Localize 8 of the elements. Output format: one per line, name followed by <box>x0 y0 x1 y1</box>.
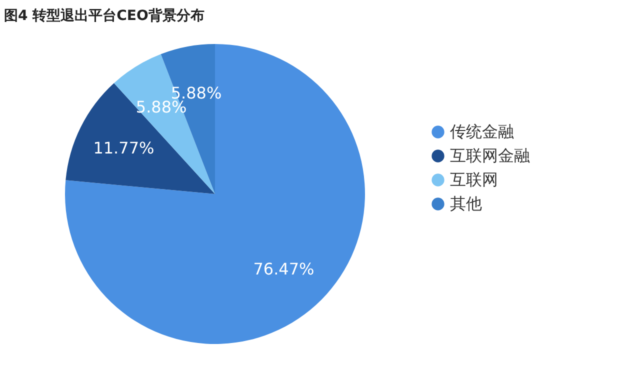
data-label: 11.77% <box>93 138 154 158</box>
data-label: 76.47% <box>253 259 314 278</box>
legend-label: 传统金融 <box>450 122 514 141</box>
legend-label: 互联网金融 <box>450 146 530 165</box>
chart-title: 图4 转型退出平台CEO背景分布 <box>4 7 204 24</box>
legend-label: 互联网 <box>450 170 498 189</box>
legend-label: 其他 <box>450 194 482 213</box>
pie-slice <box>65 44 365 344</box>
